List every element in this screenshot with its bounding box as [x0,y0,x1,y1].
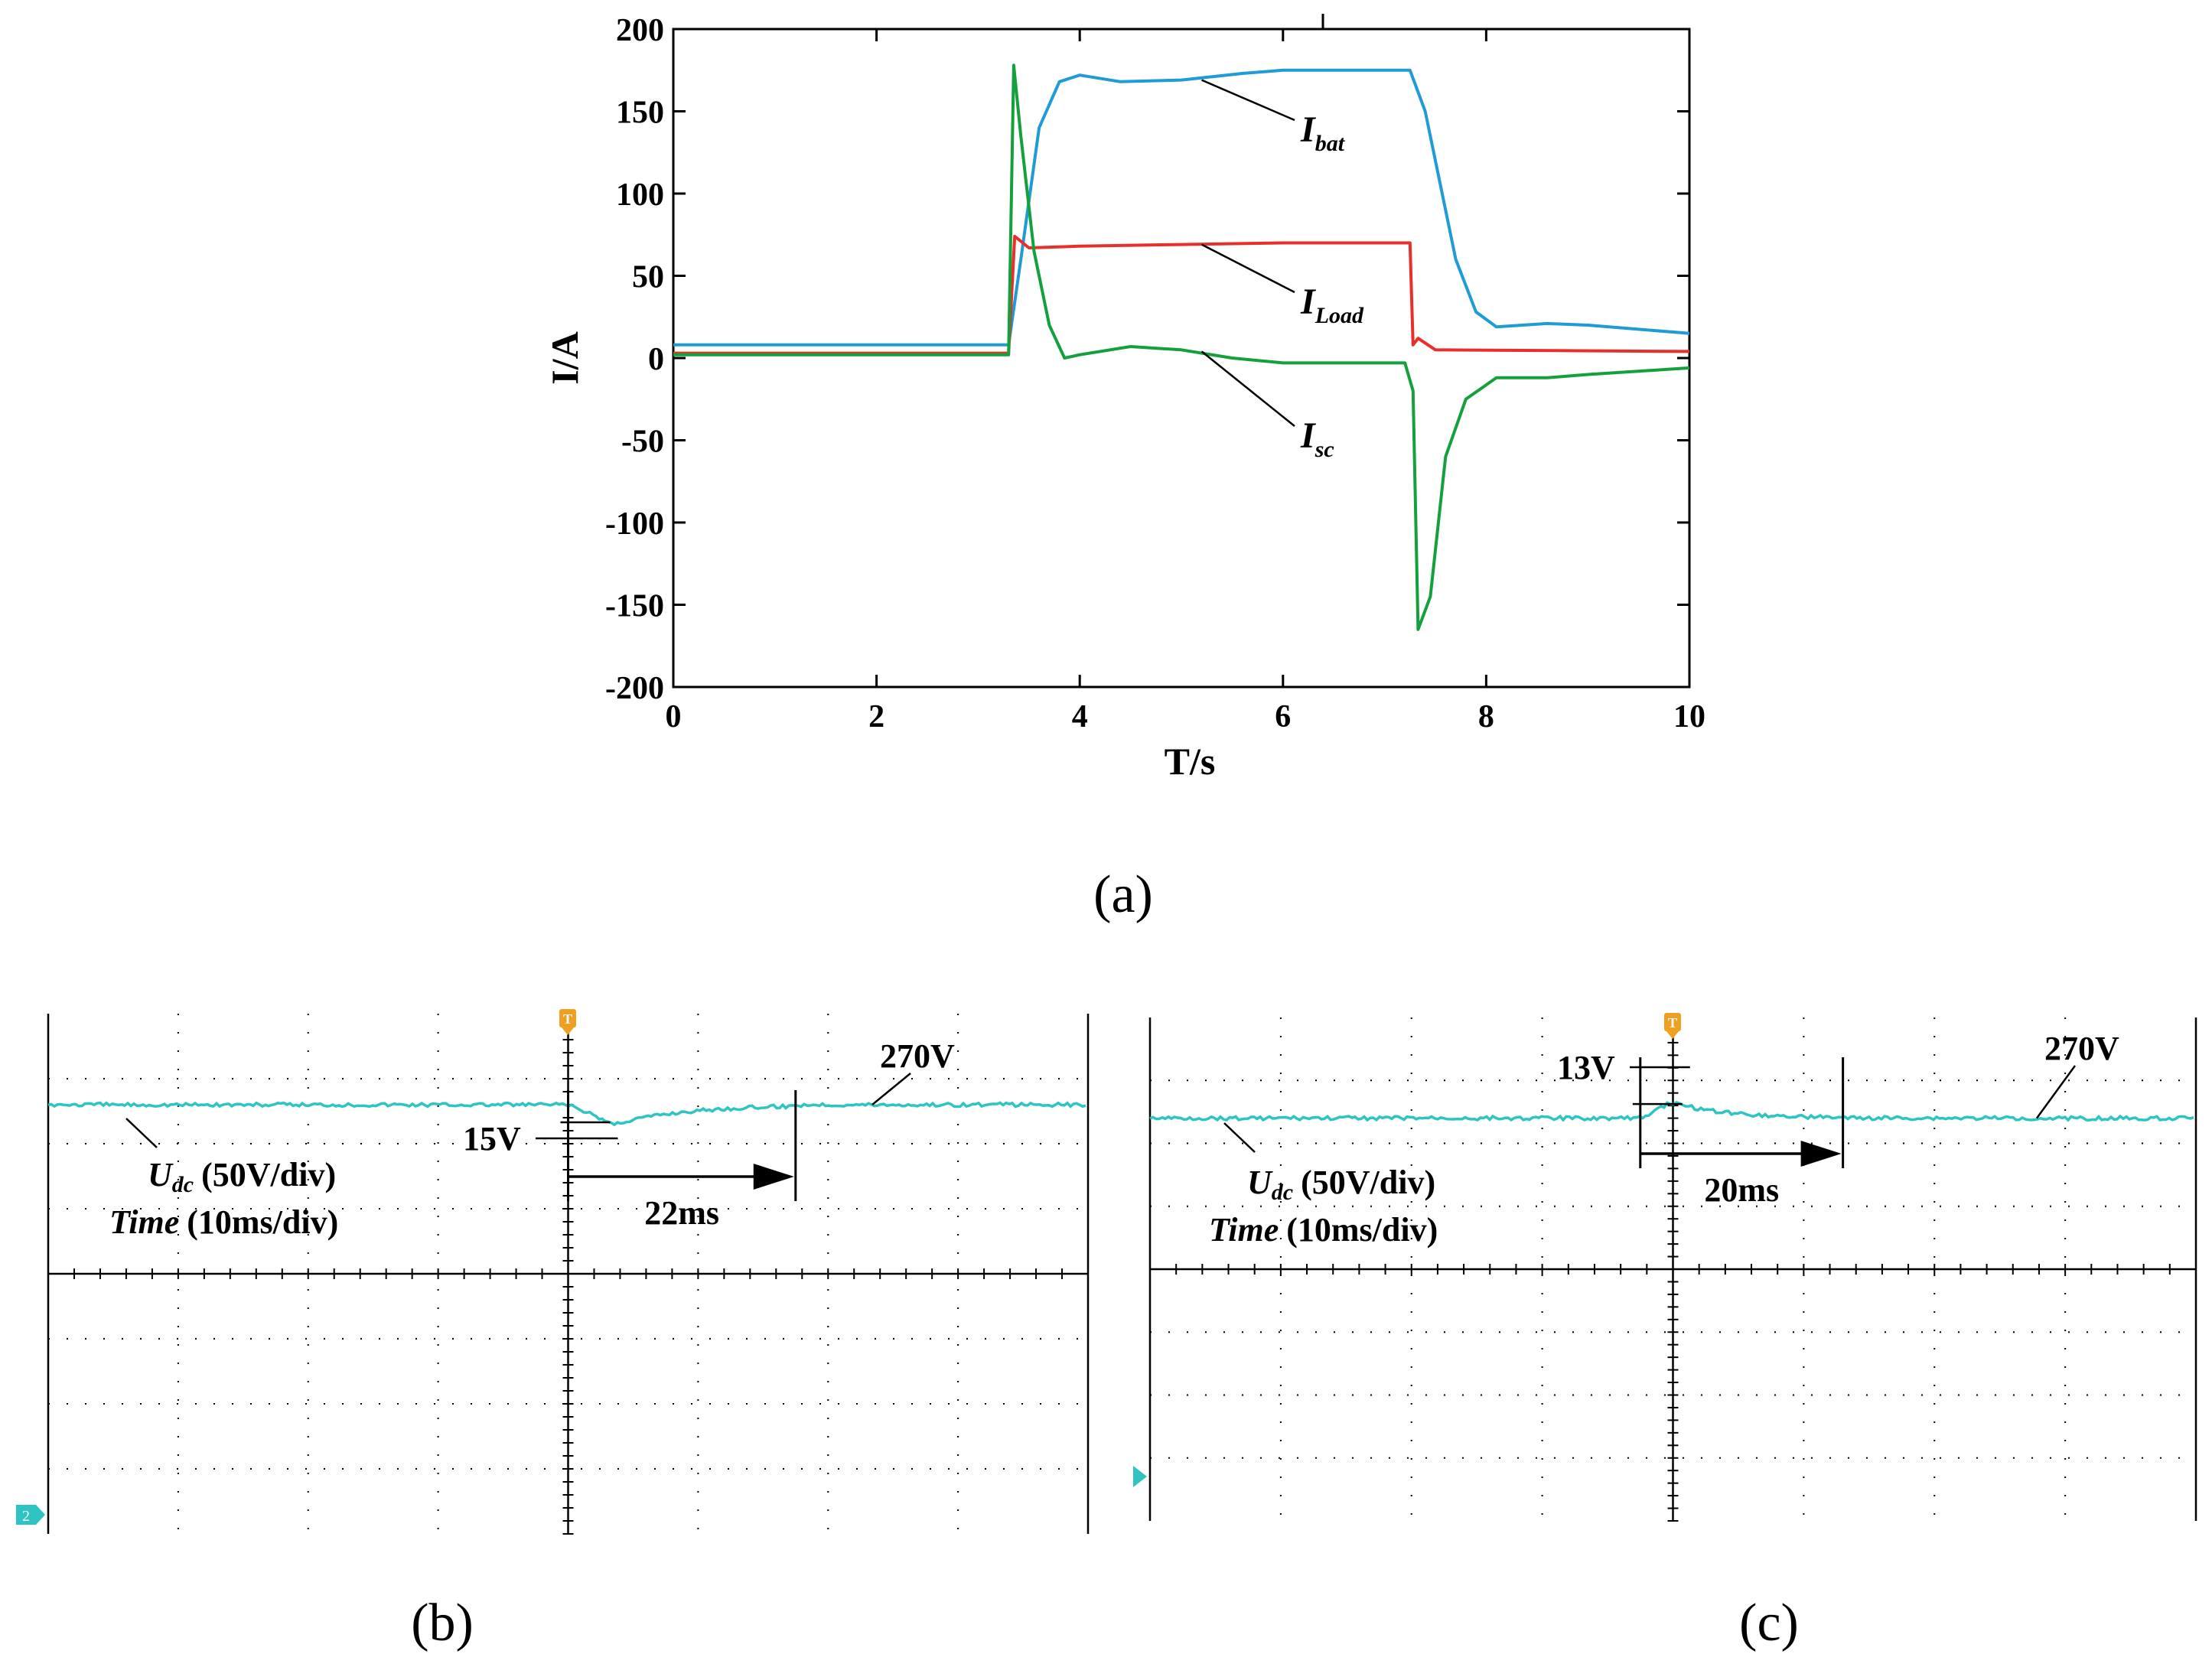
deviation-label: 15V [463,1120,521,1157]
y-tick-label: 0 [648,342,664,377]
duration-arrowhead-icon [1800,1141,1842,1167]
time-label: Time (10ms/div) [109,1203,338,1241]
caption-a: (a) [1093,865,1153,924]
trigger-arrow-icon [562,1027,574,1035]
channel-arrow-icon [1133,1466,1147,1487]
level-label: 270V [2044,1030,2119,1067]
deviation-label: 13V [1557,1049,1615,1086]
y-tick-label: -50 [621,425,664,460]
y-axis-ticks: 200 150 100 50 0 -50 -100 -150 -200 [605,13,1689,706]
caption-c: (c) [1739,1594,1799,1652]
y-tick-label: 150 [616,96,664,131]
x-axis-label: T/s [1165,740,1216,783]
panel-a-current-chart: 200 150 100 50 0 -50 -100 -150 -200 0 2 4 6 8 10 Ibat… [543,13,1705,924]
y-tick-label: 50 [632,260,664,295]
trigger-marker-icon [1664,1013,1681,1031]
level-leader [871,1073,911,1105]
duration-arrowhead-icon [753,1164,794,1190]
caption-b: (b) [411,1594,474,1652]
series-label-i-bat: Ibat [1300,109,1346,156]
series-line-i-bat [673,68,1690,347]
annotation-leader [1200,350,1295,427]
y-tick-label: -200 [605,671,664,706]
channel-marker-label: 2 [22,1508,30,1525]
annotation-leader [1201,79,1295,122]
oscilloscope-grid [1148,1017,2197,1522]
signal-label: Udc (50V/div) [148,1156,336,1197]
x-tick-label: 4 [1072,699,1088,734]
y-tick-label: -100 [605,506,664,542]
y-axis-label: I/A [543,331,586,384]
trigger-marker-label: T [563,1011,572,1027]
channel-marker-icon [16,1505,36,1525]
oscilloscope-annotations: T 270V Udc (50V/div) Time (10ms/div) 20ms 13V [1133,1013,2119,1487]
trigger-marker-icon [559,1009,576,1027]
x-tick-label: 2 [868,699,884,734]
duration-label: 20ms [1704,1171,1779,1209]
series-line-i-sc [673,63,1690,631]
series-lines [673,63,1690,631]
series-line-i-load [673,234,1690,355]
series-label-i-sc: Isc [1300,415,1334,462]
x-axis-ticks: 0 2 4 6 8 10 [666,29,1705,734]
time-label: Time (10ms/div) [1209,1211,1438,1249]
y-tick-label: 200 [616,13,664,48]
signal-leader [125,1118,158,1148]
x-tick-label: 6 [1275,699,1291,734]
trigger-marker-label: T [1668,1015,1677,1030]
annotation-leader [1200,243,1295,294]
x-tick-label: 0 [666,699,682,734]
trigger-arrow-icon [1666,1031,1679,1039]
level-label: 270V [880,1037,955,1075]
y-tick-label: 100 [616,177,664,213]
channel-arrow-icon [36,1505,45,1525]
series-label-i-load: ILoad [1300,282,1364,328]
signal-leader [1223,1122,1256,1153]
x-tick-label: 8 [1478,699,1494,734]
x-tick-label: 10 [1673,699,1705,734]
signal-label: Udc (50V/div) [1247,1164,1435,1205]
level-leader [2035,1065,2077,1119]
panel-c-oscilloscope: T 270V Udc (50V/div) Time (10ms/div) 20ms 13V (… [1133,1013,2197,1652]
plot-area-frame [672,28,1691,689]
y-tick-label: -150 [605,589,664,624]
series-annotations: Ibat ILoad Isc [1200,79,1364,462]
duration-label: 22ms [644,1194,719,1232]
oscilloscope-annotations: T 270V Udc (50V/div) Time (10ms/div) 22ms 15V 2 [16,1009,955,1525]
